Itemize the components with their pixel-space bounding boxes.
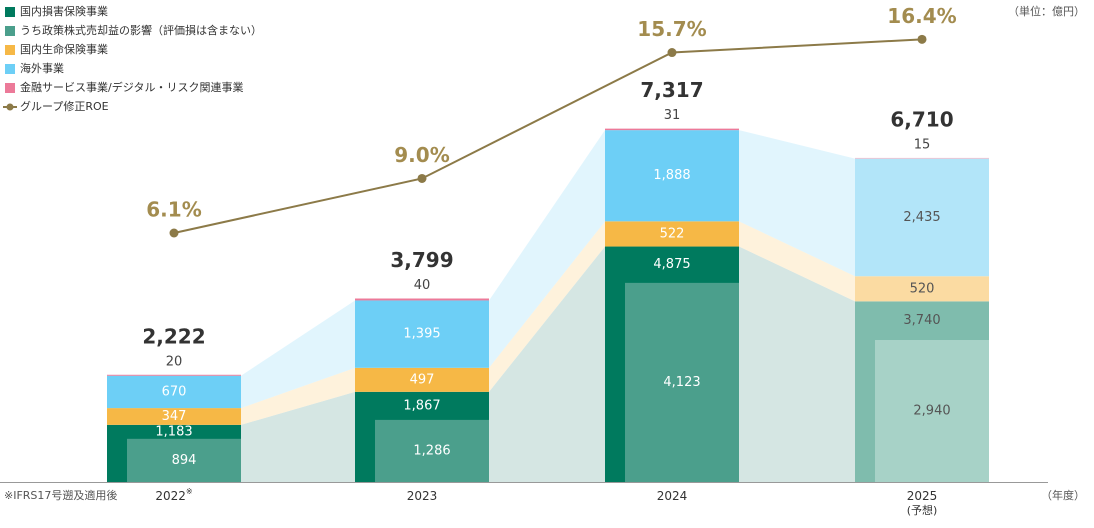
top-segment-label: 31 bbox=[664, 108, 681, 123]
x-tick-label: 2024 bbox=[657, 489, 688, 503]
segment-label: 522 bbox=[660, 226, 685, 241]
bar-subsegment bbox=[375, 419, 489, 482]
segment-label: 520 bbox=[910, 281, 935, 296]
roe-label: 15.7% bbox=[637, 17, 706, 41]
connector-band bbox=[241, 300, 355, 409]
connector-band bbox=[489, 246, 605, 482]
x-tick-label: 2025 bbox=[907, 489, 938, 503]
connector-band bbox=[489, 130, 605, 368]
total-label: 2,222 bbox=[142, 324, 205, 348]
x-tick-note: ※ bbox=[186, 487, 193, 496]
legend-swatch bbox=[5, 45, 15, 55]
legend-swatch bbox=[5, 64, 15, 74]
legend-label: グループ修正ROE bbox=[20, 99, 109, 113]
legend-label: 金融サービス事業/デジタル・リスク関連事業 bbox=[20, 80, 244, 94]
x-tick-label: 2024 bbox=[657, 489, 688, 503]
roe-point bbox=[917, 34, 927, 44]
bar-segment bbox=[355, 298, 489, 301]
segment-label: 670 bbox=[162, 384, 187, 399]
segment-label: 2,940 bbox=[913, 403, 950, 418]
legend-dot bbox=[6, 103, 14, 111]
x-tick-label: 2022 bbox=[155, 489, 186, 503]
x-axis-label: （年度） bbox=[1041, 488, 1085, 502]
bar-segment bbox=[107, 375, 241, 409]
bar-segment bbox=[355, 367, 489, 392]
roe-label: 6.1% bbox=[146, 198, 201, 222]
segment-label: 4,875 bbox=[653, 257, 690, 272]
bar-segment bbox=[107, 408, 241, 425]
top-segment-label: 15 bbox=[914, 137, 931, 152]
roe-point bbox=[667, 48, 677, 58]
segment-label: 497 bbox=[410, 372, 435, 387]
connector-band bbox=[241, 367, 355, 425]
segment-label: 894 bbox=[172, 453, 197, 468]
top-segment-label: 20 bbox=[166, 354, 183, 369]
legend-label: 海外事業 bbox=[20, 61, 64, 75]
legend-label: 国内損害保険事業 bbox=[20, 4, 108, 18]
bar-segment bbox=[107, 374, 241, 376]
x-tick-label: 2025 bbox=[907, 489, 938, 503]
roe-point bbox=[417, 173, 427, 183]
roe-point bbox=[169, 228, 179, 238]
bar-segment bbox=[355, 300, 489, 368]
roe-line bbox=[173, 38, 923, 234]
x-tick-label: 2023 bbox=[407, 489, 438, 503]
total-label: 3,799 bbox=[390, 248, 453, 272]
bar-segment bbox=[605, 130, 739, 222]
bar-subsegment bbox=[625, 282, 739, 482]
bar-segment bbox=[605, 221, 739, 247]
legend-swatch bbox=[5, 7, 15, 17]
segment-label: 4,123 bbox=[663, 375, 700, 390]
total-label: 7,317 bbox=[640, 78, 703, 102]
bar-segment bbox=[855, 158, 989, 277]
bar-subsegment bbox=[127, 438, 241, 482]
bar-segment bbox=[855, 276, 989, 302]
segment-label: 1,286 bbox=[413, 443, 450, 458]
segment-label: 1,867 bbox=[403, 398, 440, 413]
roe-label: 9.0% bbox=[394, 143, 449, 167]
bar-segment bbox=[605, 128, 739, 131]
legend-label: 国内生命保険事業 bbox=[20, 42, 108, 56]
segment-label: 1,888 bbox=[653, 168, 690, 183]
legend-swatch bbox=[5, 26, 15, 36]
footnote: ※IFRS17号遡及適用後 bbox=[4, 488, 117, 502]
connector-band bbox=[241, 391, 355, 482]
segment-label: 3,740 bbox=[903, 313, 940, 328]
segment-label: 2,435 bbox=[903, 210, 940, 225]
connector-band bbox=[739, 246, 855, 482]
roe-label: 16.4% bbox=[887, 4, 956, 28]
unit-label: （単位：億円） bbox=[1008, 4, 1085, 18]
bar-segment bbox=[855, 157, 989, 159]
legend-swatch bbox=[5, 83, 15, 93]
connector-band bbox=[739, 221, 855, 302]
x-tick-label: 2022※ bbox=[155, 487, 192, 503]
segment-label: 347 bbox=[162, 409, 187, 424]
top-segment-label: 40 bbox=[414, 278, 431, 293]
legend-label: うち政策株式売却益の影響（評価損は含まない） bbox=[20, 23, 262, 37]
x-tick-label: 2023 bbox=[407, 489, 438, 503]
connector-band bbox=[489, 221, 605, 392]
segment-label: 1,183 bbox=[155, 424, 192, 439]
bar-subsegment bbox=[875, 339, 989, 482]
total-label: 6,710 bbox=[890, 107, 953, 131]
connector-band bbox=[739, 130, 855, 277]
segment-label: 1,395 bbox=[403, 327, 440, 342]
x-tick-note: (予想) bbox=[907, 503, 938, 517]
